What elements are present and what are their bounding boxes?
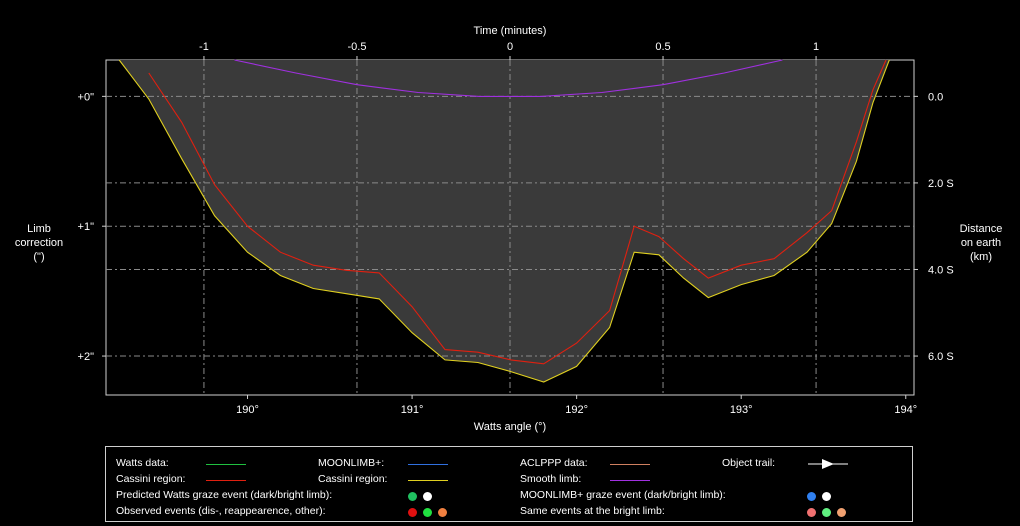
x-tick-label: 191° xyxy=(401,404,424,416)
right-axis-title-line: (km) xyxy=(970,251,992,263)
top-axis-title: Time (minutes) xyxy=(474,25,547,37)
grid-layer xyxy=(106,60,914,395)
x-tick-label: 192° xyxy=(565,404,588,416)
graze-profile-chart: 190° 191° 192° 193° 194° -1 -0.5 0 0.5 1 +0" +1" +2"… xyxy=(78,25,954,433)
moonlimb-dark-limb-dot xyxy=(807,492,816,501)
legend-smooth-limb-label: Smooth limb: xyxy=(520,473,582,485)
right-tick-label: 0.0 xyxy=(928,91,943,103)
legend-object-trail-label: Object trail: xyxy=(722,457,776,469)
right-tick-label: 2.0 S xyxy=(928,178,954,190)
legend-watts-data-swatch xyxy=(206,464,246,465)
legend-observed-events-label: Observed events (dis-, reappearence, oth… xyxy=(116,505,326,517)
right-axis-title: Distance on earth (km) xyxy=(952,222,1010,264)
x-tick-label: 193° xyxy=(730,404,753,416)
legend-same-bright-label: Same events at the bright limb: xyxy=(520,505,665,517)
legend-moonlimb-graze-label: MOONLIMB+ graze event (dark/bright limb)… xyxy=(520,489,726,501)
legend-cassini-yellow-swatch xyxy=(408,480,448,481)
bright-disappearance-dot xyxy=(807,508,816,517)
top-tick-label: 0 xyxy=(507,41,513,53)
series-line-0 xyxy=(118,59,890,383)
x-tick-label: 194° xyxy=(894,404,917,416)
legend-cassini-red-label: Cassini region: xyxy=(116,473,186,485)
legend-aclppp-label: ACLPPP data: xyxy=(520,457,588,469)
predicted-dark-limb-dot xyxy=(408,492,417,501)
predicted-bright-limb-dot xyxy=(423,492,432,501)
legend-moonlimb-label: MOONLIMB+: xyxy=(318,457,385,469)
legend-cassini-yellow-label: Cassini region: xyxy=(318,473,388,485)
legend-box: Watts data: MOONLIMB+: ACLPPP data: Obje… xyxy=(105,446,913,522)
moonlimb-bright-limb-dot xyxy=(822,492,831,501)
y-tick-label: +2" xyxy=(78,351,95,363)
observed-reappearance-dot xyxy=(423,508,432,517)
left-axis-title-line: correction xyxy=(14,237,64,249)
series-line-1 xyxy=(148,59,887,365)
tick-layer: 190° 191° 192° 193° 194° -1 -0.5 0 0.5 1 +0" +1" +2"… xyxy=(78,41,954,416)
limb-fill-layer xyxy=(119,60,890,382)
legend-aclppp-swatch xyxy=(610,464,650,465)
top-tick-label: 0.5 xyxy=(655,41,670,53)
y-tick-label: +0" xyxy=(78,91,95,103)
observed-other-dot xyxy=(438,508,447,517)
legend-predicted-watts-label: Predicted Watts graze event (dark/bright… xyxy=(116,489,333,501)
bottom-axis-title: Watts angle (°) xyxy=(474,421,546,433)
top-tick-label: -0.5 xyxy=(347,41,366,53)
right-axis-title-line: Distance xyxy=(959,223,1003,235)
series-layer xyxy=(118,59,890,383)
legend-smooth-limb-swatch xyxy=(610,480,650,481)
right-tick-label: 6.0 S xyxy=(928,351,954,363)
object-trail-arrow-icon xyxy=(808,459,848,469)
right-tick-label: 4.0 S xyxy=(928,264,954,276)
y-tick-label: +1" xyxy=(78,221,95,233)
bright-other-dot xyxy=(837,508,846,517)
x-tick-label: 190° xyxy=(236,404,259,416)
bright-reappearance-dot xyxy=(822,508,831,517)
left-axis-title: Limb correction (") xyxy=(8,222,70,264)
observed-disappearance-dot xyxy=(408,508,417,517)
right-axis-title-line: on earth xyxy=(960,237,1002,249)
legend-moonlimb-swatch xyxy=(408,464,448,465)
top-tick-label: 1 xyxy=(813,41,819,53)
legend-cassini-red-swatch xyxy=(206,480,246,481)
limb-area xyxy=(119,60,890,382)
series-line-2 xyxy=(234,59,783,97)
left-axis-title-line: (") xyxy=(33,251,45,263)
left-axis-title-line: Limb xyxy=(27,223,51,235)
legend-watts-data-label: Watts data: xyxy=(116,457,169,469)
top-tick-label: -1 xyxy=(199,41,209,53)
